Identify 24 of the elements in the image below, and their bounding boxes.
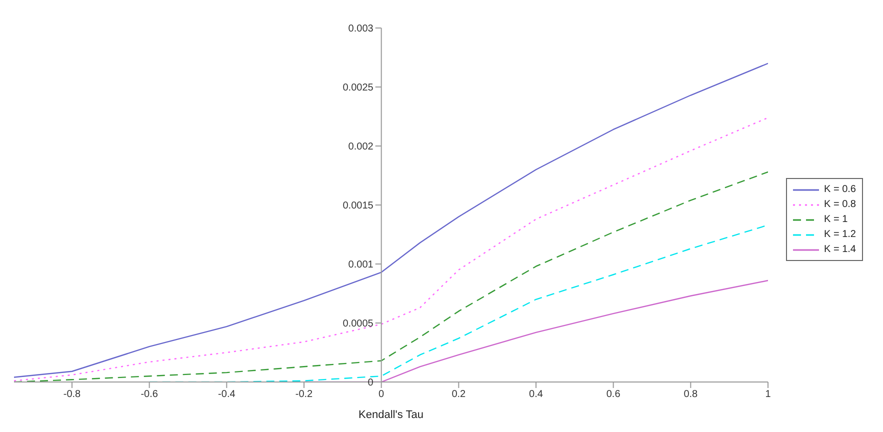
x-tick-label: -0.4	[218, 389, 236, 400]
y-tick-label: 0.0025	[342, 82, 374, 94]
x-tick-label: -0.2	[295, 389, 314, 400]
legend-label: K = 0.8	[824, 198, 856, 212]
y-tick-label: 0.003	[348, 24, 374, 35]
x-axis-title: Kendall's Tau	[358, 409, 424, 421]
legend-label: K = 1	[824, 213, 848, 227]
x-tick-label: 0.4	[529, 389, 544, 400]
y-tick-label: 0.0015	[342, 200, 374, 212]
x-tick-label: 0.8	[684, 389, 698, 400]
legend-label: K = 1.4	[824, 243, 856, 257]
legend-label: K = 1.2	[824, 228, 856, 242]
x-tick-label: -0.6	[140, 389, 158, 400]
x-tick-label: 1	[765, 389, 772, 400]
y-tick-label: 0	[368, 378, 374, 389]
y-tick-label: 0.001	[348, 260, 374, 271]
x-tick-label: -0.8	[63, 389, 82, 400]
y-tick-label: 0.002	[348, 142, 374, 153]
x-tick-label: 0.2	[452, 389, 466, 400]
legend-label: K = 0.6	[824, 183, 856, 197]
x-tick-label: 0.6	[606, 389, 621, 400]
line-series	[14, 62, 768, 378]
y-tick-label: 0.0005	[342, 318, 374, 330]
x-tick-label: 0	[378, 389, 385, 400]
